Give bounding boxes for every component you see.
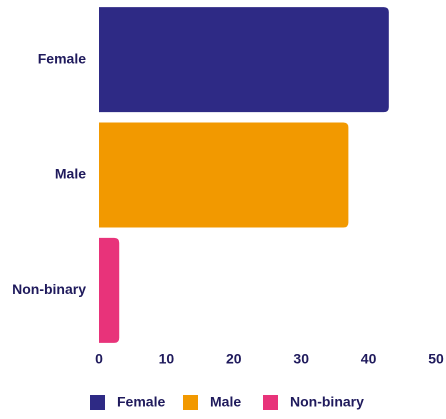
x-tick-label: 0 [95, 351, 103, 367]
x-tick-label: 50 [428, 351, 444, 367]
legend-label: Male [210, 394, 241, 410]
legend-swatch [263, 395, 278, 410]
y-tick-label: Non-binary [12, 281, 86, 297]
legend-swatch [90, 395, 105, 410]
x-tick-label: 30 [293, 351, 309, 367]
x-tick-label: 20 [226, 351, 242, 367]
x-tick-label: 40 [361, 351, 377, 367]
bar [99, 122, 349, 228]
y-tick-label: Male [55, 166, 86, 182]
legend-swatch [183, 395, 198, 410]
y-tick-label: Female [38, 50, 86, 66]
x-tick-label: 10 [159, 351, 175, 367]
legend-label: Female [117, 394, 165, 410]
bar [99, 237, 120, 343]
bar [99, 7, 389, 113]
legend-label: Non-binary [290, 394, 364, 410]
